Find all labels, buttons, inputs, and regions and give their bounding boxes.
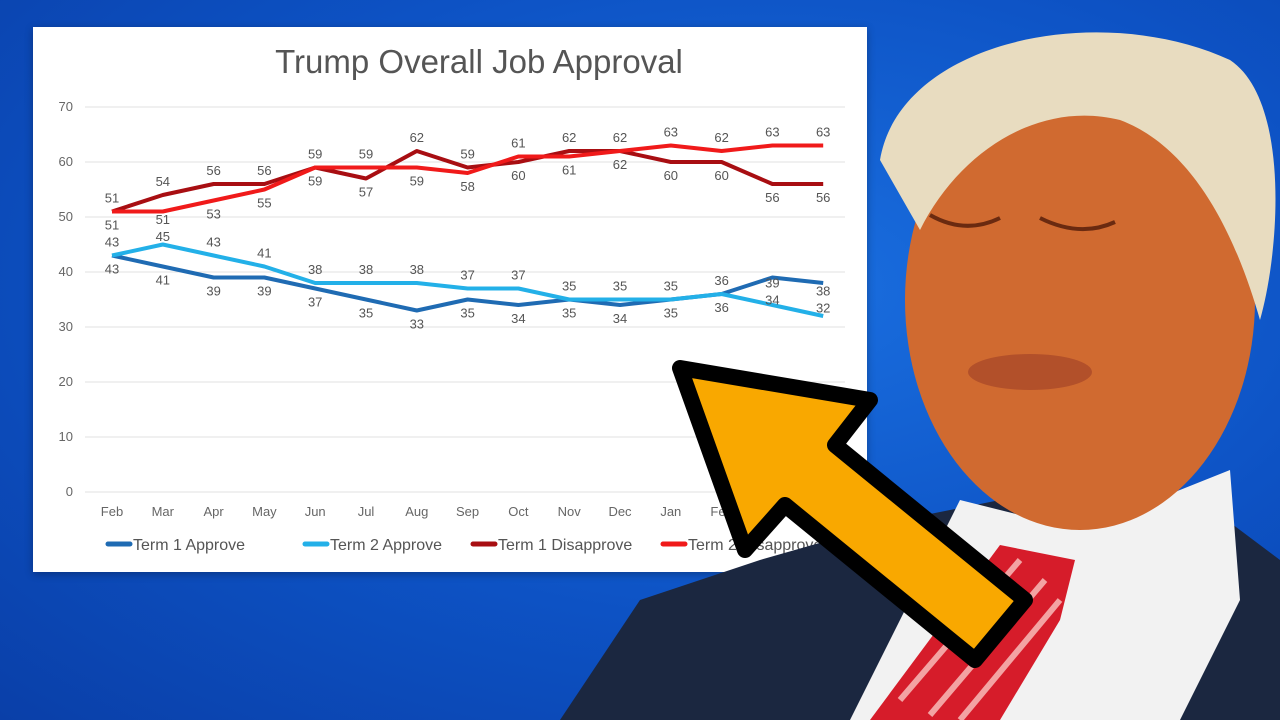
data-label: 51 — [105, 191, 119, 206]
data-label: 34 — [765, 292, 779, 307]
shirt-shape — [850, 470, 1240, 720]
data-label: 63 — [664, 125, 678, 140]
x-tick-label: Jan — [660, 504, 681, 519]
x-tick-label: Sep — [456, 504, 479, 519]
data-label: 35 — [359, 306, 373, 321]
data-label: 63 — [816, 125, 830, 140]
data-label: 59 — [410, 174, 424, 189]
data-label: 37 — [511, 268, 525, 283]
data-label: 43 — [105, 262, 119, 277]
data-label: 56 — [206, 163, 220, 178]
data-label: 37 — [308, 295, 322, 310]
data-label: 51 — [156, 212, 170, 227]
data-label: 55 — [257, 196, 271, 211]
x-tick-label: Aug — [405, 504, 428, 519]
data-label: 61 — [511, 136, 525, 151]
x-tick-label: Feb — [101, 504, 123, 519]
data-label: 56 — [765, 190, 779, 205]
x-tick-label: Jul — [358, 504, 375, 519]
data-label: 45 — [156, 229, 170, 244]
data-label: 54 — [156, 174, 170, 189]
legend-label: Term 1 Disapprove — [498, 537, 632, 554]
series-line-1 — [111, 242, 824, 318]
data-label: 57 — [359, 185, 373, 200]
data-label: 62 — [613, 130, 627, 145]
data-label: 59 — [359, 147, 373, 162]
data-label: 39 — [206, 284, 220, 299]
data-label: 37 — [460, 268, 474, 283]
y-tick-label: 10 — [59, 429, 73, 444]
data-label: 32 — [816, 301, 830, 316]
y-tick-label: 40 — [59, 264, 73, 279]
data-label: 56 — [257, 163, 271, 178]
x-tick-label: May — [252, 504, 277, 519]
data-label: 35 — [613, 279, 627, 294]
data-label: 63 — [765, 125, 779, 140]
x-tick-label: Jun — [305, 504, 326, 519]
data-label: 62 — [410, 130, 424, 145]
data-label: 35 — [562, 279, 576, 294]
chart-card: Trump Overall Job Approval 0 10 20 30 40 50 60… — [33, 27, 867, 572]
x-tick-label: Dec — [608, 504, 632, 519]
x-tick-label: Apr — [813, 504, 834, 519]
x-tick-label: Mar — [761, 504, 784, 519]
data-label: 53 — [206, 207, 220, 222]
data-label: 62 — [562, 130, 576, 145]
data-label: 43 — [206, 235, 220, 250]
y-tick-label: 70 — [59, 99, 73, 114]
x-tick-label: Oct — [508, 504, 529, 519]
data-label: 43 — [105, 235, 119, 250]
legend-label: Term 2 Approve — [330, 537, 442, 554]
data-label: 59 — [460, 147, 474, 162]
data-label: 59 — [308, 147, 322, 162]
series-line-2 — [111, 149, 824, 214]
data-label: 35 — [460, 306, 474, 321]
legend-label: Term 2 Disapprove — [688, 537, 822, 554]
data-label: 39 — [257, 284, 271, 299]
data-label: 58 — [460, 179, 474, 194]
data-label: 41 — [257, 246, 271, 261]
data-label: 61 — [562, 163, 576, 178]
data-label: 60 — [664, 168, 678, 183]
data-label: 34 — [511, 311, 525, 326]
data-label: 59 — [308, 174, 322, 189]
y-tick-label: 60 — [59, 154, 73, 169]
line-chart: Trump Overall Job Approval 0 10 20 30 40 50 60… — [59, 43, 845, 554]
data-label: 35 — [562, 306, 576, 321]
data-label: 34 — [613, 311, 627, 326]
data-label: 38 — [308, 262, 322, 277]
face-shape — [905, 70, 1255, 530]
data-label: 36 — [714, 273, 728, 288]
y-tick-label: 0 — [66, 484, 73, 499]
y-tick-label: 30 — [59, 319, 73, 334]
x-tick-label: Feb — [710, 504, 732, 519]
series-line-3 — [112, 143, 824, 214]
x-tick-label: Apr — [203, 504, 224, 519]
chart-title: Trump Overall Job Approval — [275, 43, 683, 80]
data-label: 36 — [714, 300, 728, 315]
y-tick-label: 50 — [59, 209, 73, 224]
data-label: 62 — [613, 157, 627, 172]
tie-shape — [870, 545, 1075, 720]
y-tick-label: 20 — [59, 374, 73, 389]
data-label: 33 — [410, 317, 424, 332]
data-label: 41 — [156, 273, 170, 288]
data-label: 38 — [359, 262, 373, 277]
x-tick-label: Nov — [558, 504, 582, 519]
data-label: 60 — [714, 168, 728, 183]
data-label: 51 — [105, 218, 119, 233]
data-label: 39 — [765, 275, 779, 290]
x-tick-label: Mar — [152, 504, 175, 519]
data-label: 35 — [664, 306, 678, 321]
data-label: 62 — [714, 130, 728, 145]
data-label: 38 — [816, 284, 830, 299]
data-label: 56 — [816, 190, 830, 205]
data-label: 60 — [511, 168, 525, 183]
data-label: 38 — [410, 262, 424, 277]
data-label: 35 — [664, 279, 678, 294]
hair-shape — [880, 32, 1276, 320]
legend-label: Term 1 Approve — [133, 537, 245, 554]
